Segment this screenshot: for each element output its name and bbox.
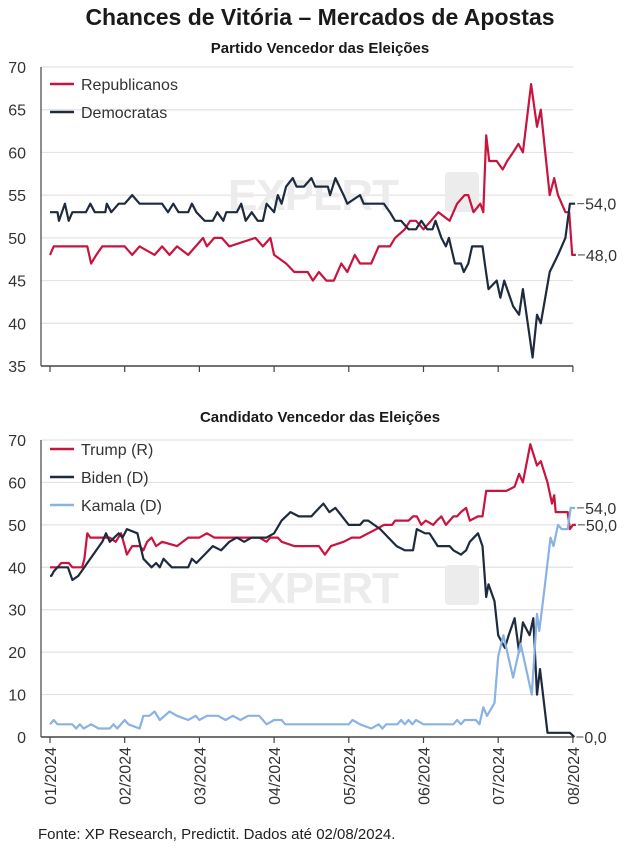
y-tick-label: 55 [8, 188, 26, 205]
y-tick-label: 50 [8, 231, 26, 248]
end-value-label: 54,0 [585, 501, 616, 518]
chart-2: 0 10 20 30 40 50 60 70 EXPERT 01/2024 02/2024 03/20… [8, 433, 617, 805]
y-tick-label: 10 [8, 688, 26, 705]
series-line-democratas [50, 177, 576, 359]
end-value-label: 48,0 [586, 248, 617, 265]
y-tick-label: 20 [8, 645, 26, 662]
x-tick-label: 01/2024 [43, 747, 60, 805]
chart-2-title: Candidato Vencedor das Eleições [199, 409, 441, 426]
chart-1: 35 40 45 50 55 60 65 70 EXPERT 48,0 Republicanos 54… [8, 60, 617, 376]
watermark-logo: EXPERT [228, 171, 479, 220]
figure-title: Chances de Vitória – Mercados de Apostas [85, 4, 555, 30]
y-tick-label: 40 [8, 316, 26, 333]
legend-item: Trump (R) [50, 442, 153, 459]
series-line-kamala-d [49, 506, 576, 730]
x-tick-label: 05/2024 [342, 747, 359, 805]
legend-item: Democratas [50, 105, 167, 122]
y-tick-label: 40 [8, 560, 26, 577]
x-tick-label: 03/2024 [192, 747, 209, 805]
legend-label: Republicanos [81, 77, 178, 94]
legend-item: Kamala (D) [50, 498, 162, 515]
series-line-republicanos [48, 83, 576, 282]
svg-text:EXPERT: EXPERT [228, 171, 399, 220]
legend-label: Democratas [81, 105, 167, 122]
end-value-label: 50,0 [586, 518, 617, 535]
x-tick-label: 07/2024 [491, 747, 508, 805]
legend-item: Biden (D) [50, 470, 149, 487]
y-tick-label: 30 [8, 603, 26, 620]
y-tick-label: 70 [8, 433, 26, 450]
y-tick-label: 50 [8, 518, 26, 535]
legend-label: Kamala (D) [81, 498, 162, 515]
series-line-biden-d [50, 502, 576, 738]
series-line-trump-r [50, 443, 576, 569]
x-tick-label: 04/2024 [267, 747, 284, 805]
end-value-label: 0,0 [584, 730, 606, 747]
svg-text:EXPERT: EXPERT [228, 564, 399, 613]
x-tick-label: 08/2024 [566, 747, 583, 805]
y-tick-label: 0 [17, 730, 26, 747]
x-tick-label: 06/2024 [417, 747, 434, 805]
y-tick-label: 60 [8, 475, 26, 492]
end-value-label: 54,0 [585, 197, 616, 214]
chart-1-title: Partido Vencedor das Eleições [210, 40, 430, 57]
y-tick-label: 65 [8, 103, 26, 120]
source-note: Fonte: XP Research, Predictit. Dados até… [38, 826, 396, 843]
y-tick-label: 70 [8, 60, 26, 77]
legend-label: Trump (R) [81, 442, 153, 459]
y-tick-label: 35 [8, 359, 26, 376]
y-tick-label: 45 [8, 274, 26, 291]
watermark-logo: EXPERT [228, 564, 479, 613]
y-tick-label: 60 [8, 145, 26, 162]
legend-item: Republicanos [50, 77, 178, 94]
x-tick-label: 02/2024 [118, 747, 135, 805]
legend-label: Biden (D) [81, 470, 149, 487]
